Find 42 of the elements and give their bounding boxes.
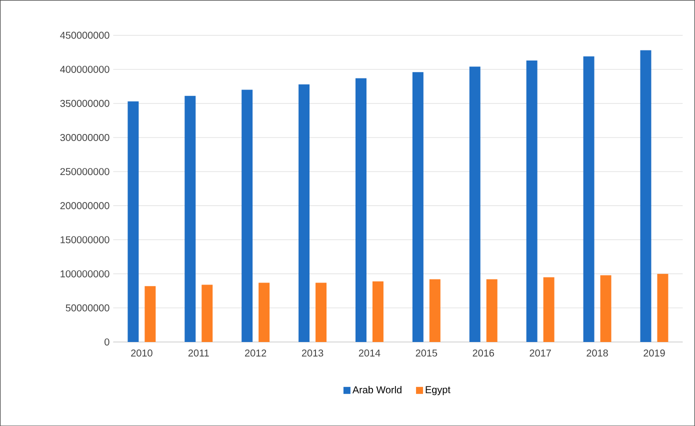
bar bbox=[657, 274, 668, 342]
bar bbox=[543, 277, 554, 342]
bar bbox=[372, 281, 384, 342]
x-tick-label: 2014 bbox=[358, 349, 380, 356]
y-tick-label: 100000000 bbox=[60, 270, 110, 278]
x-tick-label: 2015 bbox=[416, 349, 438, 356]
y-tick-label: 350000000 bbox=[60, 100, 110, 107]
bar bbox=[242, 90, 253, 342]
bar bbox=[316, 282, 327, 342]
bar bbox=[526, 60, 538, 342]
bar bbox=[640, 50, 652, 342]
bar bbox=[600, 275, 612, 342]
bar bbox=[429, 279, 440, 342]
bar bbox=[298, 84, 310, 342]
y-tick-label: 450000000 bbox=[60, 32, 110, 39]
x-tick-label: 2016 bbox=[472, 349, 494, 356]
y-tick-label: 200000000 bbox=[60, 202, 110, 210]
bar bbox=[128, 101, 139, 342]
legend-label: Arab World bbox=[352, 386, 402, 394]
bar bbox=[184, 96, 196, 342]
x-tick-label: 2011 bbox=[188, 349, 209, 356]
x-tick-label: 2013 bbox=[302, 349, 324, 356]
x-tick-label: 2018 bbox=[586, 349, 608, 356]
y-tick-label: 150000000 bbox=[60, 236, 110, 244]
bar bbox=[583, 56, 594, 342]
x-tick-label: 2012 bbox=[245, 349, 266, 356]
y-tick-label: 400000000 bbox=[60, 66, 110, 73]
y-tick-label: 250000000 bbox=[60, 168, 110, 176]
bar bbox=[202, 284, 213, 342]
y-tick-label: 300000000 bbox=[60, 134, 110, 141]
x-tick-label: 2010 bbox=[131, 349, 152, 356]
bar bbox=[144, 286, 156, 342]
legend-label: Egypt bbox=[426, 386, 450, 396]
bar bbox=[258, 282, 270, 342]
bar bbox=[486, 279, 498, 342]
x-tick-label: 2019 bbox=[644, 349, 665, 356]
y-tick-label: 0 bbox=[104, 338, 110, 346]
bar bbox=[356, 78, 366, 342]
y-tick-label: 50000000 bbox=[66, 304, 110, 312]
bar bbox=[469, 66, 480, 342]
x-tick-label: 2017 bbox=[530, 349, 551, 356]
bar bbox=[412, 72, 424, 342]
